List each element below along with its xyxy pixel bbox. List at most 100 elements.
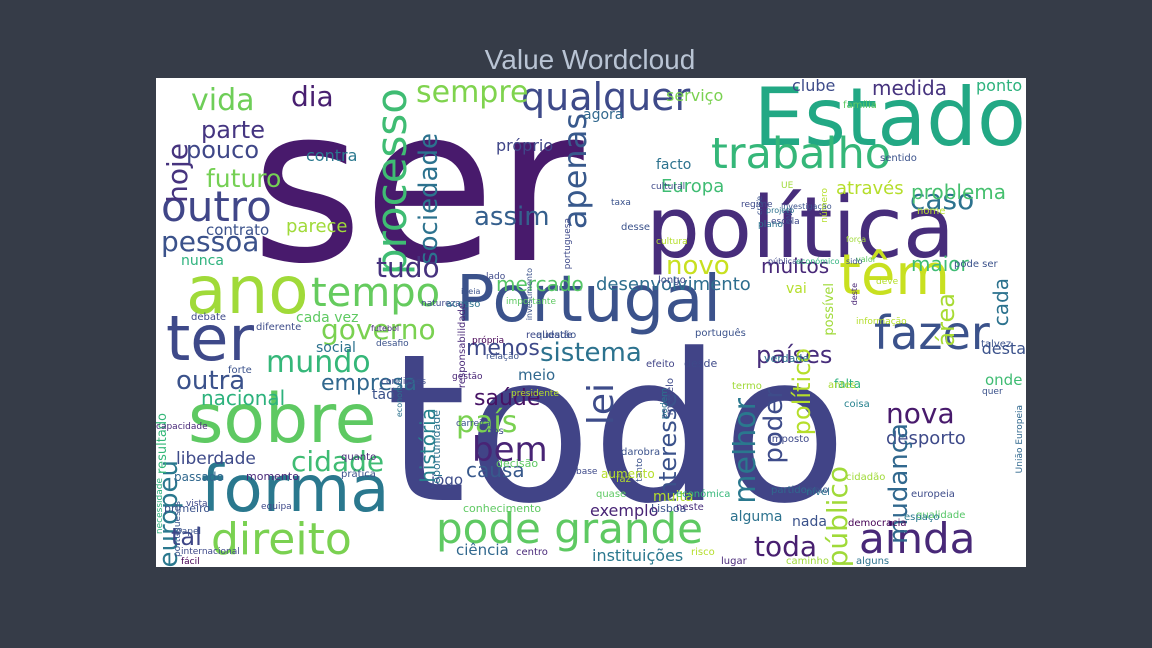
- word-diferente: diferente: [256, 322, 302, 333]
- word-ideia: ideia: [461, 287, 481, 296]
- word-fácil: fácil: [181, 557, 200, 567]
- word-ano: ano: [186, 252, 309, 329]
- word-quer: quer: [982, 387, 1003, 397]
- word-pública: pública: [768, 257, 797, 266]
- word-parte: parte: [201, 116, 265, 144]
- word-futebol: futebol: [371, 324, 400, 333]
- word-falta: falta: [834, 377, 861, 391]
- word-lugar: lugar: [721, 556, 747, 567]
- word-mundo: mundo: [266, 345, 371, 380]
- word-nova: nova: [886, 397, 955, 430]
- word-taxa: taxa: [611, 198, 631, 208]
- word-dos: dos: [486, 426, 504, 437]
- word-lisboa: Lisboa: [651, 502, 687, 515]
- word-desafio: desafio: [376, 339, 409, 349]
- word-área: área: [932, 293, 960, 347]
- word-empresa: empresa: [321, 371, 417, 396]
- word-vista: vista: [186, 499, 208, 509]
- word-parece: parece: [286, 216, 348, 237]
- word-deste: deste: [850, 283, 859, 306]
- word-trabalho: trabalho: [711, 129, 892, 179]
- word-nível: nível: [806, 487, 830, 498]
- word-ponto: ponto: [976, 78, 1023, 95]
- word-meio: meio: [518, 366, 556, 384]
- word-sobre: sobre: [188, 380, 377, 459]
- word-assim: assim: [474, 202, 550, 232]
- word-melhor: melhor: [728, 398, 763, 504]
- word-capacidade: capacidade: [156, 422, 208, 432]
- word-informação: informação: [856, 317, 907, 327]
- word-natureza: natureza: [421, 299, 461, 309]
- word-nacional: nacional: [201, 386, 286, 410]
- word-desenvolvimento: desenvolvimento: [596, 274, 751, 295]
- word-espaço: espaço: [904, 512, 940, 523]
- word-necessidade: necessidade: [156, 478, 165, 535]
- word-antes: antes: [828, 380, 856, 391]
- chart-title: Value Wordcloud: [484, 44, 696, 75]
- word-vida: vida: [191, 83, 255, 118]
- word-ter: ter: [166, 302, 254, 375]
- word-portuguesa: portuguesa: [563, 218, 573, 270]
- word-própria: própria: [472, 336, 505, 346]
- word-cidadão: cidadão: [846, 472, 886, 483]
- word-instituições: instituições: [592, 546, 684, 565]
- word-desde: desde: [684, 357, 718, 370]
- word-podem: podem: [660, 388, 670, 420]
- word-muita: muita: [653, 489, 694, 505]
- word-prática: prática: [341, 469, 376, 480]
- word-termo: termo: [732, 381, 762, 392]
- word-económica: económica: [676, 489, 731, 500]
- word-português: português: [695, 328, 746, 339]
- word-força: força: [846, 235, 867, 244]
- word-através: através: [836, 178, 904, 199]
- word-liberdade: liberdade: [176, 449, 256, 469]
- word-lei: lei: [581, 383, 622, 426]
- word-regime: regime: [741, 200, 773, 210]
- word-tudo: tudo: [376, 251, 440, 284]
- word-fazer: fazer: [874, 306, 990, 360]
- word-coisa: coisa: [844, 399, 870, 410]
- word-forma: forma: [201, 453, 390, 527]
- word-alguma: alguma: [730, 509, 783, 525]
- word-cidade: cidade: [291, 445, 385, 478]
- word-presidente: presidente: [511, 389, 559, 399]
- word-papel: papel: [176, 527, 201, 537]
- word-pode-grande: pode grande: [436, 504, 703, 553]
- word-quanto: quanto: [341, 452, 377, 463]
- word-questão: questão: [536, 330, 577, 341]
- word-exemplo: exemplo: [590, 501, 659, 520]
- word-passado: passado: [174, 470, 224, 484]
- word-verdade: verdade: [764, 352, 810, 365]
- word-qualidade: qualidade: [916, 510, 966, 521]
- word-investimento: investimento: [525, 268, 534, 321]
- word-debate: debate: [191, 312, 227, 323]
- word-nome: nome: [917, 206, 946, 217]
- word-imposto: imposto: [769, 434, 810, 445]
- word-cada-vez: cada vez: [296, 310, 359, 326]
- word-longo: longo: [658, 275, 686, 286]
- word-economia: economia: [395, 378, 404, 418]
- word-acesso: acesso: [446, 299, 481, 310]
- word-desse: desse: [621, 222, 651, 233]
- word-neste: neste: [676, 502, 704, 513]
- word-tão: tão: [372, 387, 395, 403]
- word-desporto: desporto: [886, 428, 966, 449]
- word-união-europeia: União Europeia: [1015, 405, 1025, 474]
- word-todo: todo: [386, 311, 848, 549]
- word-aumento: aumento: [601, 467, 655, 481]
- word-talvez: talvez: [981, 339, 1012, 350]
- word-vai: vai: [786, 281, 807, 297]
- word-caminho: caminho: [786, 556, 829, 567]
- word-gestão: gestão: [452, 372, 483, 382]
- word-valor: valor: [856, 255, 877, 264]
- word-realidade: realidade: [526, 330, 573, 341]
- word-política: política: [646, 179, 955, 278]
- word-caso: caso: [910, 183, 975, 216]
- word-centro: centro: [516, 547, 548, 558]
- word-desta: desta: [981, 339, 1026, 358]
- word-base: base: [576, 467, 598, 477]
- word-primeiro: primeiro: [164, 502, 211, 515]
- word-causa: causa: [466, 458, 525, 482]
- word-efeito: efeito: [646, 359, 675, 370]
- word-condições: condições: [381, 377, 427, 387]
